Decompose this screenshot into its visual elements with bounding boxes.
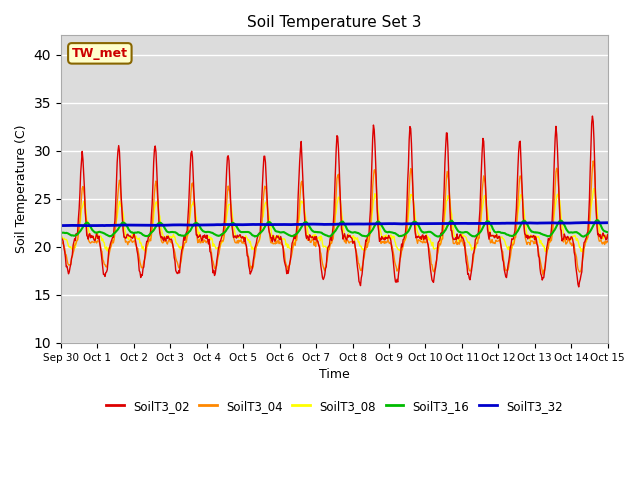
SoilT3_32 xyxy=(57,223,65,228)
SoilT3_02 xyxy=(413,234,420,240)
SoilT3_02 xyxy=(611,289,619,295)
Y-axis label: Soil Temperature (C): Soil Temperature (C) xyxy=(15,125,28,253)
SoilT3_16 xyxy=(284,231,291,237)
SoilT3_04 xyxy=(233,240,241,246)
SoilT3_08 xyxy=(57,235,65,240)
SoilT3_32 xyxy=(262,222,270,228)
SoilT3_08 xyxy=(284,245,291,251)
Line: SoilT3_02: SoilT3_02 xyxy=(61,102,640,292)
SoilT3_04 xyxy=(626,153,634,158)
SoilT3_16 xyxy=(262,223,269,228)
SoilT3_08 xyxy=(262,200,269,206)
SoilT3_32 xyxy=(413,221,421,227)
SoilT3_02 xyxy=(125,233,133,239)
Line: SoilT3_04: SoilT3_04 xyxy=(61,156,640,275)
SoilT3_16 xyxy=(579,234,587,240)
SoilT3_08 xyxy=(590,186,598,192)
X-axis label: Time: Time xyxy=(319,368,349,381)
SoilT3_16 xyxy=(57,230,65,236)
SoilT3_08 xyxy=(125,234,133,240)
SoilT3_32 xyxy=(446,221,454,227)
SoilT3_16 xyxy=(125,228,133,233)
SoilT3_04 xyxy=(262,185,269,191)
SoilT3_02 xyxy=(625,99,633,105)
Text: TW_met: TW_met xyxy=(72,47,128,60)
SoilT3_16 xyxy=(413,220,420,226)
SoilT3_16 xyxy=(630,217,637,223)
SoilT3_32 xyxy=(126,222,134,228)
SoilT3_02 xyxy=(284,268,291,274)
SoilT3_04 xyxy=(57,240,65,246)
SoilT3_08 xyxy=(579,249,586,255)
SoilT3_02 xyxy=(57,231,65,237)
SoilT3_02 xyxy=(233,235,241,241)
SoilT3_02 xyxy=(445,195,453,201)
SoilT3_32 xyxy=(284,222,292,228)
SoilT3_32 xyxy=(88,223,95,228)
Title: Soil Temperature Set 3: Soil Temperature Set 3 xyxy=(247,15,422,30)
Line: SoilT3_32: SoilT3_32 xyxy=(61,222,640,226)
Line: SoilT3_08: SoilT3_08 xyxy=(61,189,640,252)
SoilT3_08 xyxy=(233,233,241,239)
Line: SoilT3_16: SoilT3_16 xyxy=(61,220,640,237)
SoilT3_04 xyxy=(125,240,133,245)
SoilT3_04 xyxy=(445,192,453,197)
SoilT3_04 xyxy=(284,264,291,270)
SoilT3_04 xyxy=(539,272,547,278)
Legend: SoilT3_02, SoilT3_04, SoilT3_08, SoilT3_16, SoilT3_32: SoilT3_02, SoilT3_04, SoilT3_08, SoilT3_… xyxy=(101,395,567,417)
SoilT3_08 xyxy=(413,227,420,232)
SoilT3_16 xyxy=(233,224,241,229)
SoilT3_02 xyxy=(262,159,269,165)
SoilT3_32 xyxy=(234,222,241,228)
SoilT3_04 xyxy=(413,237,420,243)
SoilT3_08 xyxy=(445,196,453,202)
SoilT3_16 xyxy=(445,219,453,225)
